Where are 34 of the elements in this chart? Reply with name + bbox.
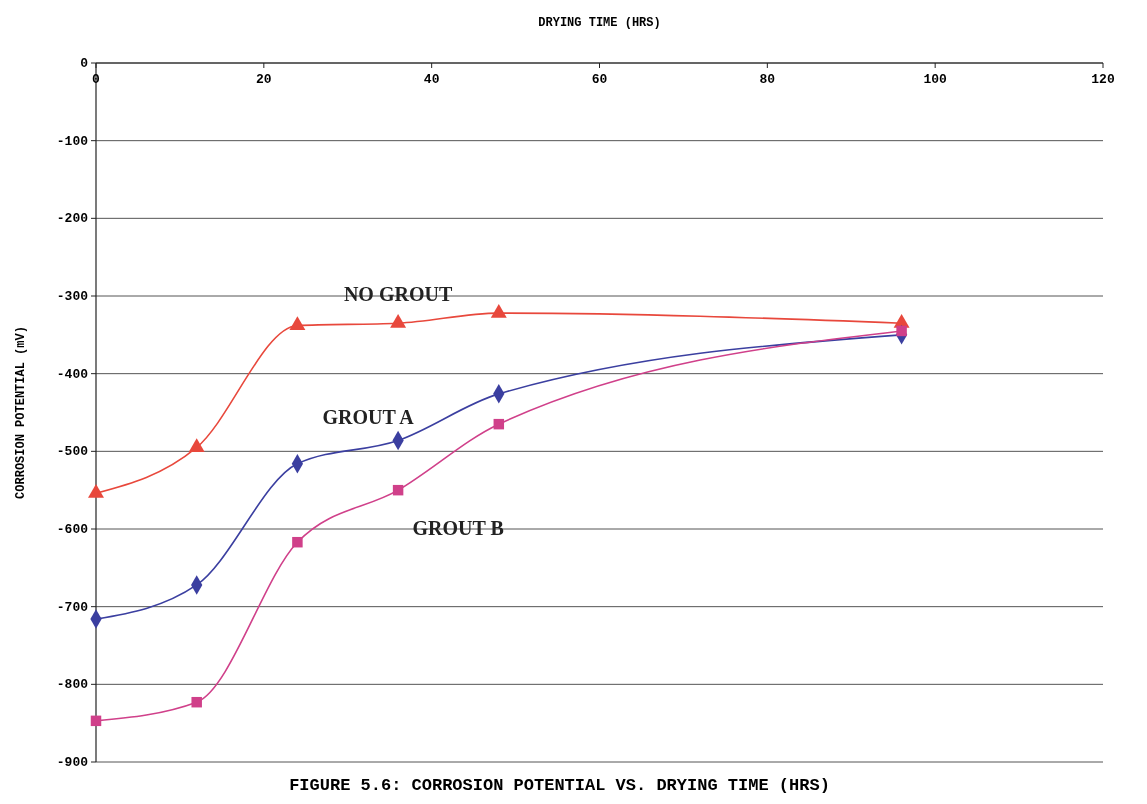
point xyxy=(289,316,306,331)
point xyxy=(493,418,505,430)
point xyxy=(490,303,507,318)
point xyxy=(88,484,104,498)
x-tick-label: 100 xyxy=(923,72,948,87)
y-tick-label: -700 xyxy=(56,599,89,615)
x-tick-label: 120 xyxy=(1091,72,1115,87)
point xyxy=(292,536,303,548)
y-tick-label: -800 xyxy=(56,677,89,693)
point xyxy=(90,715,102,727)
y-axis-title: CORROSION POTENTIAL (mV) xyxy=(14,326,28,499)
y-tick-label: -200 xyxy=(56,211,89,227)
y-tick-label: -400 xyxy=(56,366,89,382)
y-tick-label: -900 xyxy=(56,755,89,770)
series-label: GROUT B xyxy=(412,517,504,540)
point xyxy=(392,484,404,496)
x-tick-label: 60 xyxy=(591,72,608,87)
text: FIGURE 5.6: CORROSION POTENTIAL VS. DRYING TIME (HRS) xyxy=(289,776,830,795)
point xyxy=(896,325,907,337)
series-label: GROUT A xyxy=(322,406,415,429)
x-tick-label: 0 xyxy=(92,72,101,87)
y-tick-label: -500 xyxy=(56,444,89,460)
y-tick-label: -600 xyxy=(56,522,89,537)
y-tick-label: 0 xyxy=(80,56,89,71)
point xyxy=(188,438,205,453)
x-tick-label: 20 xyxy=(256,72,272,87)
x-tick-label: 40 xyxy=(423,72,440,87)
y-tick-label: -300 xyxy=(56,289,89,304)
y-tick-label: -100 xyxy=(56,133,89,149)
point xyxy=(191,696,202,708)
series-label: NO GROUT xyxy=(343,283,453,306)
point xyxy=(390,313,407,328)
x-tick-label: 80 xyxy=(759,72,776,87)
x-axis-title: DRYING TIME (HRS) xyxy=(538,16,661,30)
